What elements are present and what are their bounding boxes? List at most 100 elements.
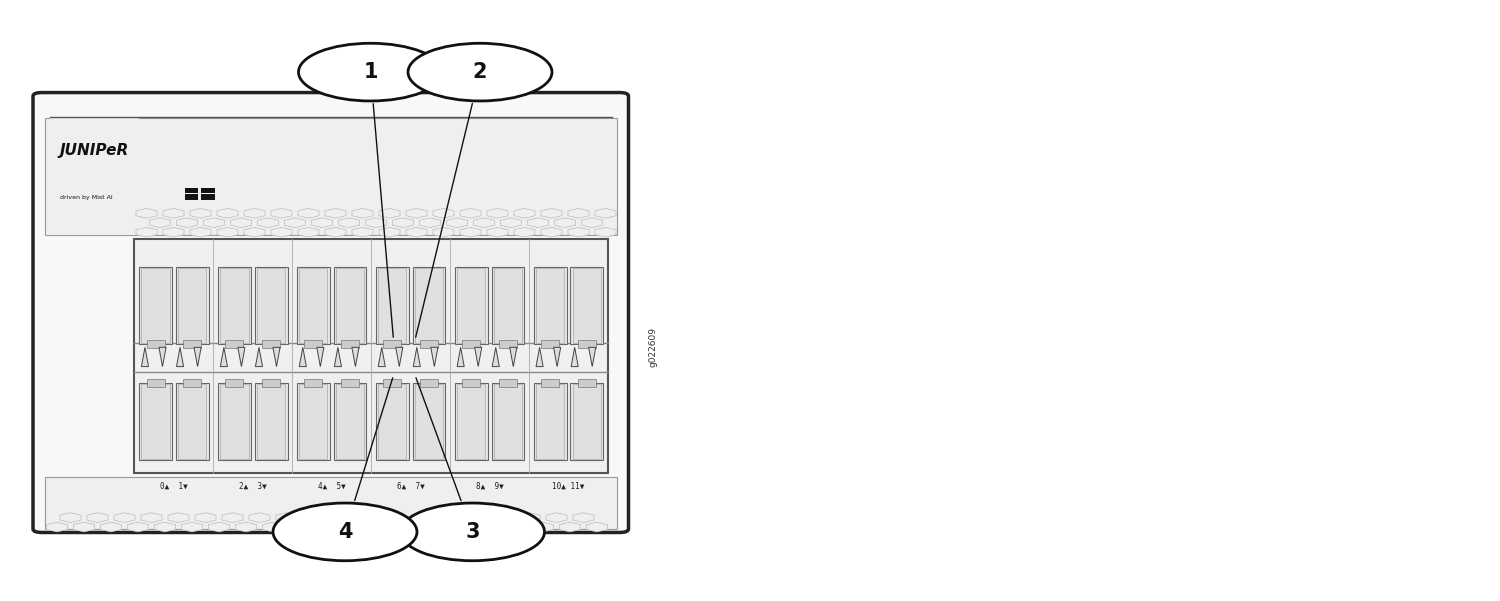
Bar <box>458 268 486 343</box>
Polygon shape <box>554 347 561 367</box>
Bar <box>141 383 170 459</box>
Text: 1: 1 <box>363 62 378 82</box>
Bar <box>494 268 522 343</box>
Bar <box>536 383 564 459</box>
Text: 8▲  9▼: 8▲ 9▼ <box>476 481 504 490</box>
Bar <box>217 267 250 344</box>
Bar <box>333 267 366 344</box>
Bar <box>184 188 198 193</box>
Text: 2: 2 <box>472 62 488 82</box>
Bar <box>262 340 280 348</box>
Bar <box>336 383 364 459</box>
Bar <box>147 379 165 386</box>
Polygon shape <box>334 347 342 367</box>
Bar <box>536 268 564 343</box>
Text: 0▲  1▼: 0▲ 1▼ <box>160 481 188 490</box>
Bar <box>176 383 208 460</box>
Bar <box>500 379 517 386</box>
Bar <box>220 383 249 459</box>
Polygon shape <box>316 347 324 367</box>
Bar <box>492 383 525 460</box>
Polygon shape <box>352 347 358 367</box>
Bar <box>420 340 438 348</box>
Bar <box>573 268 602 343</box>
Bar <box>183 340 201 348</box>
Bar <box>458 383 486 459</box>
Polygon shape <box>194 347 201 367</box>
Text: 6▲  7▼: 6▲ 7▼ <box>398 481 424 490</box>
Text: 4: 4 <box>338 522 352 542</box>
Bar <box>573 383 602 459</box>
Bar <box>255 267 288 344</box>
Circle shape <box>408 43 552 101</box>
Bar <box>178 268 207 343</box>
Bar <box>420 379 438 386</box>
Bar <box>178 383 207 459</box>
Circle shape <box>400 503 544 561</box>
Text: driven by Mist AI: driven by Mist AI <box>60 195 112 200</box>
Bar <box>462 340 480 348</box>
Bar <box>217 383 250 460</box>
Bar <box>542 340 560 348</box>
Bar <box>376 383 408 460</box>
Polygon shape <box>396 347 404 367</box>
Bar <box>184 194 198 200</box>
Polygon shape <box>159 347 166 367</box>
Bar <box>201 188 214 193</box>
Polygon shape <box>238 347 244 367</box>
Bar <box>500 340 517 348</box>
Polygon shape <box>474 347 482 367</box>
Bar <box>147 340 165 348</box>
Polygon shape <box>300 347 306 367</box>
Bar <box>201 194 214 200</box>
Bar <box>300 268 327 343</box>
FancyBboxPatch shape <box>33 93 628 532</box>
Bar <box>454 267 488 344</box>
Bar <box>256 268 285 343</box>
Bar <box>578 379 596 386</box>
Text: 4▲  5▼: 4▲ 5▼ <box>318 481 345 490</box>
Bar <box>378 268 406 343</box>
Bar <box>140 267 172 344</box>
Bar <box>300 383 327 459</box>
Polygon shape <box>141 347 148 367</box>
Bar <box>176 267 208 344</box>
Polygon shape <box>414 347 420 367</box>
Polygon shape <box>273 347 280 367</box>
Bar <box>45 118 616 234</box>
Bar <box>340 340 358 348</box>
Bar <box>220 268 249 343</box>
Bar <box>462 379 480 386</box>
Bar <box>413 267 446 344</box>
Bar <box>413 383 446 460</box>
Bar <box>45 477 616 529</box>
Bar <box>255 383 288 460</box>
Bar <box>297 383 330 460</box>
Circle shape <box>273 503 417 561</box>
Bar <box>183 379 201 386</box>
Bar <box>416 268 442 343</box>
Bar <box>570 383 603 460</box>
Text: g022609: g022609 <box>648 327 657 367</box>
Polygon shape <box>458 347 464 367</box>
Bar <box>384 340 402 348</box>
Bar <box>454 383 488 460</box>
Bar <box>50 118 140 234</box>
Bar <box>256 383 285 459</box>
Bar <box>225 379 243 386</box>
Bar <box>141 268 170 343</box>
Bar <box>304 379 322 386</box>
Circle shape <box>298 43 442 101</box>
Polygon shape <box>588 347 596 367</box>
Polygon shape <box>378 347 386 367</box>
Bar <box>333 383 366 460</box>
Bar <box>534 383 567 460</box>
Polygon shape <box>177 347 183 367</box>
Bar <box>534 267 567 344</box>
Bar <box>570 267 603 344</box>
Bar <box>542 379 560 386</box>
Bar <box>416 383 442 459</box>
Polygon shape <box>220 347 228 367</box>
Bar <box>492 267 525 344</box>
Bar <box>225 340 243 348</box>
